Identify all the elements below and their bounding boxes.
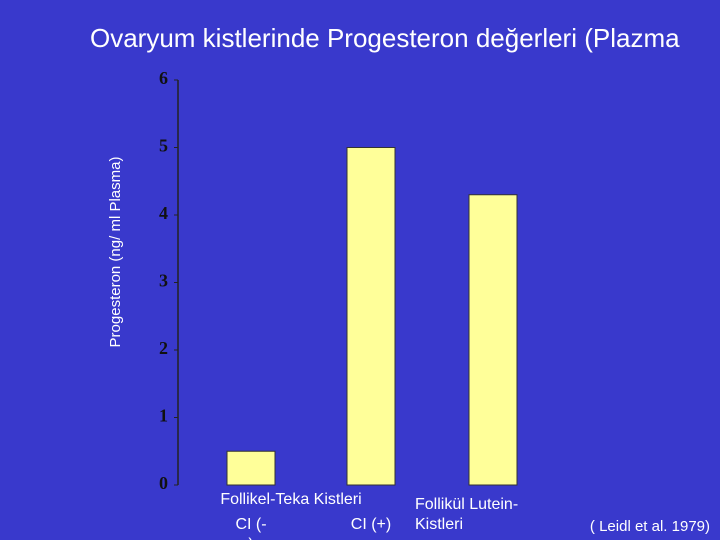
bar (226, 450, 276, 486)
chart-title: Ovaryum kistlerinde Progesteron değerler… (90, 23, 680, 53)
x-tick-label: CI (+) (351, 516, 391, 533)
y-axis-label: Progesteron (ng/ ml Plasma) (107, 157, 124, 348)
group-label: Follikel-Teka Kistleri (220, 491, 361, 508)
source-note: ( Leidl et al. 1979) (590, 518, 710, 535)
x-tick-label: Follikül Lutein-Kistleri (415, 496, 518, 533)
y-tick-label: 2 (159, 338, 168, 358)
y-tick-label: 0 (159, 473, 168, 493)
y-tick-label: 1 (159, 406, 168, 426)
bar (346, 147, 396, 486)
x-tick-label: CI (-) (235, 516, 266, 540)
y-tick-label: 4 (159, 203, 168, 223)
y-tick-label: 3 (159, 271, 168, 291)
y-tick-label: 6 (159, 68, 168, 88)
y-tick-label: 5 (159, 136, 168, 156)
bar (468, 194, 518, 486)
